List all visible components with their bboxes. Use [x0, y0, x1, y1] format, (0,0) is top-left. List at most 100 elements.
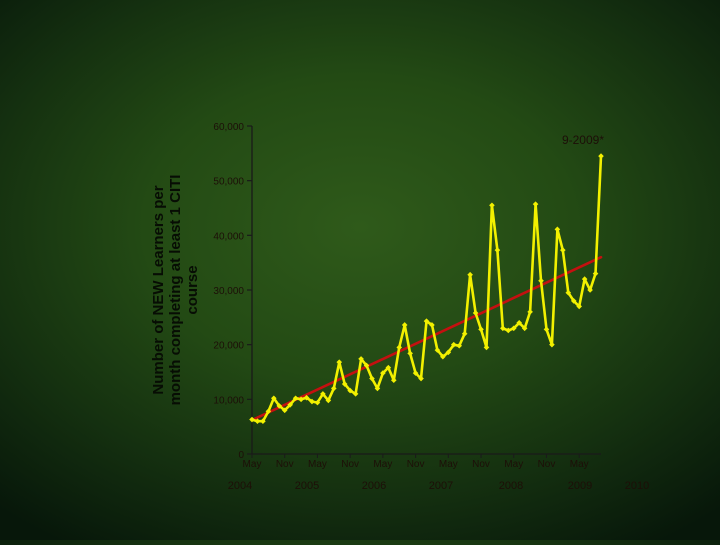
x-tick-label-year: 2010	[625, 480, 649, 492]
data-point	[478, 326, 484, 333]
data-point	[560, 247, 566, 253]
data-point	[543, 326, 550, 333]
data-point	[412, 370, 419, 376]
data-point	[249, 416, 255, 423]
data-point	[298, 396, 304, 403]
data-point	[576, 303, 582, 310]
x-tick-label-year: 2006	[362, 480, 386, 492]
data-point	[303, 394, 310, 401]
x-tick-label-month: Nov	[407, 459, 425, 470]
data-point	[320, 391, 326, 397]
x-tick-label-month: May	[308, 459, 327, 470]
x-tick-label-month: Nov	[276, 459, 294, 470]
data-point	[434, 347, 441, 353]
data-point	[380, 370, 386, 376]
x-tick-label-month: May	[243, 459, 262, 470]
data-point	[341, 381, 348, 387]
data-point	[369, 375, 375, 382]
data-point	[396, 344, 403, 351]
data-point	[385, 364, 392, 371]
data-point	[483, 344, 490, 351]
data-point	[570, 298, 577, 304]
y-tick-label: 20,000	[213, 341, 244, 352]
data-point	[598, 153, 604, 159]
y-ticks: 0 10,000 20,000 30,000 40,000 50,000 60,000	[213, 122, 252, 461]
data-point	[330, 385, 337, 392]
data-point	[538, 277, 544, 284]
x-tick-label-month: May	[504, 459, 523, 470]
data-point	[309, 398, 315, 405]
series-group	[249, 153, 604, 424]
data-point	[565, 289, 572, 296]
data-point	[532, 201, 539, 207]
y-axis-label: Number of NEW Learners per month complet…	[150, 175, 201, 406]
data-point	[549, 341, 555, 348]
x-tick-label-year: 2008	[499, 480, 523, 492]
x-tick-label-month: Nov	[341, 459, 359, 470]
data-point	[347, 387, 353, 394]
data-point	[287, 402, 293, 408]
data-point	[592, 270, 599, 277]
data-point	[423, 318, 430, 324]
x-tick-label-month: May	[439, 459, 458, 470]
data-point	[489, 202, 495, 209]
data-point	[281, 407, 288, 414]
data-point	[440, 353, 446, 360]
x-tick-label-month: May	[373, 459, 392, 470]
data-point	[390, 377, 397, 383]
data-point	[418, 375, 424, 382]
x-ticks: May Nov May Nov May Nov May Nov May Nov May 2004 200…	[228, 454, 649, 492]
data-point	[500, 325, 506, 332]
data-point	[276, 403, 283, 409]
data-point	[374, 385, 381, 392]
data-point	[292, 395, 299, 402]
data-point	[336, 359, 343, 365]
data-point	[314, 399, 321, 406]
data-point	[401, 322, 408, 328]
x-tick-label-year: 2009	[568, 480, 592, 492]
data-point	[429, 322, 435, 328]
data-point	[352, 391, 359, 397]
annotations: 9-2009*	[562, 133, 604, 147]
data-point	[472, 310, 479, 316]
y-axis-label-line-2: month completing at least 1 CITI	[167, 175, 184, 406]
series-line	[251, 156, 603, 423]
y-tick-label: 40,000	[213, 231, 244, 242]
data-point	[265, 408, 272, 415]
y-axis-label-line-3: course	[184, 265, 201, 314]
axes	[251, 126, 601, 455]
data-point	[554, 226, 561, 233]
data-point	[494, 247, 501, 253]
data-point	[521, 325, 528, 332]
x-tick-label-year: 2005	[295, 480, 319, 492]
data-point	[467, 271, 473, 278]
data-point	[461, 330, 468, 337]
data-point	[505, 327, 512, 334]
data-point	[456, 342, 463, 349]
data-point	[527, 309, 533, 315]
data-point	[271, 395, 277, 402]
data-point	[407, 350, 413, 357]
data-point	[260, 418, 266, 424]
data-point	[363, 362, 370, 369]
y-tick-label: 10,000	[213, 395, 244, 406]
data-point	[254, 418, 261, 424]
x-tick-label-year: 2004	[228, 480, 252, 492]
trend-line	[250, 255, 603, 422]
x-tick-label-month: Nov	[538, 459, 556, 470]
data-point	[510, 325, 517, 332]
y-tick-label: 60,000	[213, 122, 244, 133]
y-tick-label: 30,000	[213, 286, 244, 297]
data-point	[358, 356, 364, 362]
data-point	[445, 349, 452, 356]
data-point	[587, 287, 593, 293]
y-tick-label: 0	[238, 450, 244, 461]
data-point	[325, 397, 332, 404]
x-tick-label-month: Nov	[472, 459, 490, 470]
data-point	[581, 276, 588, 282]
y-axis-label-line-1: Number of NEW Learners per	[150, 185, 167, 394]
annotation-label: 9-2009*	[562, 133, 604, 147]
data-point	[516, 320, 523, 326]
